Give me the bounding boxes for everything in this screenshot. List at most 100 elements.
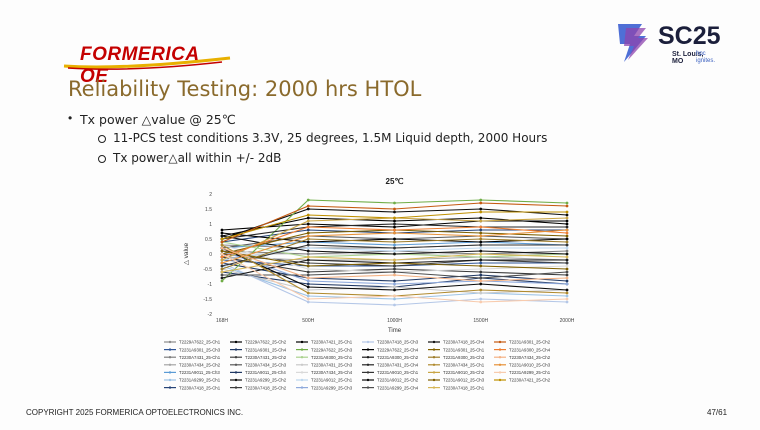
- x-tick-label: 168H: [216, 318, 228, 324]
- tx-power-line-chart: 25℃ -2 -1.5 -1 -0.5 0 0.5 1 1.5 2 △ value 168H 500H 1…: [164, 177, 575, 390]
- data-point: [393, 216, 396, 220]
- legend-marker: [168, 371, 172, 374]
- data-point: [393, 243, 396, 247]
- chart-title: 25℃: [386, 177, 404, 186]
- data-point: [393, 252, 396, 256]
- legend-label: T2230A7434_25-Ch1: [443, 363, 485, 368]
- legend-marker: [234, 378, 238, 382]
- data-point: [306, 267, 310, 271]
- data-point: [306, 270, 310, 274]
- data-point: [565, 222, 569, 226]
- legend-marker: [498, 371, 502, 374]
- data-point: [220, 240, 224, 244]
- data-point: [479, 246, 483, 250]
- data-point: [306, 282, 310, 286]
- data-point: [565, 234, 569, 238]
- data-point: [393, 267, 396, 271]
- legend-label: T2231A9300_25-Ch3: [443, 355, 485, 360]
- data-point: [565, 258, 569, 262]
- x-tick-label: 1500H: [473, 318, 488, 324]
- formerica-logo: FORMERICA OE: [62, 44, 232, 87]
- data-point: [220, 243, 224, 247]
- data-point: [565, 288, 569, 292]
- logo-swoosh-icon: [63, 56, 231, 70]
- sc-arrow-icon: [618, 24, 648, 62]
- legend-label: T2231A9010_25-Ch2: [443, 370, 485, 375]
- legend-label: T2231A9299_25-Ch3: [311, 385, 353, 390]
- data-point: [479, 300, 483, 304]
- data-point: [306, 279, 310, 283]
- legend-marker: [168, 340, 172, 344]
- data-point: [565, 279, 569, 283]
- data-point: [393, 207, 396, 211]
- data-point: [393, 249, 396, 253]
- data-point: [565, 216, 569, 220]
- data-point: [306, 234, 310, 238]
- data-point: [565, 273, 569, 277]
- legend-label: T2231A9012_25-Ch1: [311, 378, 353, 383]
- legend-marker: [168, 386, 172, 389]
- data-point: [393, 297, 396, 301]
- data-point: [565, 237, 569, 241]
- legend-marker: [300, 386, 304, 389]
- legend-marker: [234, 386, 238, 389]
- data-point: [393, 219, 396, 223]
- bullet-main: Tx power △value @ 25℃: [80, 112, 236, 127]
- data-point: [479, 198, 483, 202]
- data-point: [479, 297, 483, 301]
- legend-label: T2231A9011_25-Ch3: [179, 370, 220, 375]
- legend-marker: [498, 363, 502, 366]
- data-point: [220, 255, 224, 259]
- legend-label: T2230A7431_25-Ch1: [179, 355, 221, 360]
- data-point: [565, 267, 569, 271]
- data-point: [565, 255, 569, 259]
- sc25-title: SC25: [658, 22, 721, 50]
- data-point: [220, 279, 224, 283]
- legend-label: T2230A7418_25-Ch1: [179, 385, 221, 390]
- data-point: [565, 282, 569, 286]
- data-point: [565, 297, 569, 301]
- legend-label: T2230A7434_25-Ch4: [311, 370, 353, 375]
- data-point: [220, 234, 224, 238]
- y-tick-label: -0.5: [203, 267, 212, 273]
- data-point: [393, 240, 396, 244]
- data-point: [565, 264, 569, 268]
- legend-marker: [432, 348, 436, 351]
- data-point: [479, 228, 483, 232]
- sc25-logo: SC25 St. Louis, MO hpc ignites.: [612, 18, 724, 66]
- data-point: [479, 279, 483, 283]
- footer-copyright: COPYRIGHT 2025 FORMERICA OPTOELECTRONICS…: [26, 408, 244, 417]
- legend-label: T2230A7421_25-Ch1: [311, 340, 353, 345]
- legend-marker: [300, 356, 304, 359]
- data-point: [306, 297, 310, 301]
- legend-label: T2229A7622_25-Ch2: [245, 340, 287, 345]
- data-point: [393, 237, 396, 241]
- data-point: [479, 216, 483, 220]
- data-point: [479, 225, 483, 229]
- data-point: [393, 270, 396, 274]
- legend-label: T2230A7431_25-Ch3: [311, 363, 353, 368]
- legend-marker: [234, 340, 238, 344]
- data-point: [306, 219, 310, 223]
- data-point: [306, 276, 310, 280]
- data-point: [306, 225, 310, 229]
- data-point: [393, 222, 396, 226]
- legend-marker: [234, 363, 238, 366]
- legend-label: T2229A7622_25-Ch3: [311, 347, 353, 352]
- x-tick-label: 1000H: [387, 318, 402, 324]
- data-point: [479, 291, 483, 295]
- legend-marker: [366, 356, 370, 359]
- data-point: [393, 279, 396, 283]
- sc25-city: St. Louis, MO: [672, 51, 704, 65]
- data-point: [306, 216, 310, 220]
- data-point: [479, 255, 483, 259]
- y-tick-label: -1.5: [203, 297, 212, 303]
- data-point: [479, 210, 483, 214]
- data-point: [306, 291, 310, 295]
- data-point: [565, 291, 569, 295]
- bullet-sub-2: Tx power△all within +/- 2dB: [113, 151, 282, 165]
- x-tick-label: 500H: [302, 318, 314, 324]
- data-point: [565, 270, 569, 274]
- legend-label: T2230A7418_25-Ch3: [377, 340, 419, 345]
- data-point: [479, 237, 483, 241]
